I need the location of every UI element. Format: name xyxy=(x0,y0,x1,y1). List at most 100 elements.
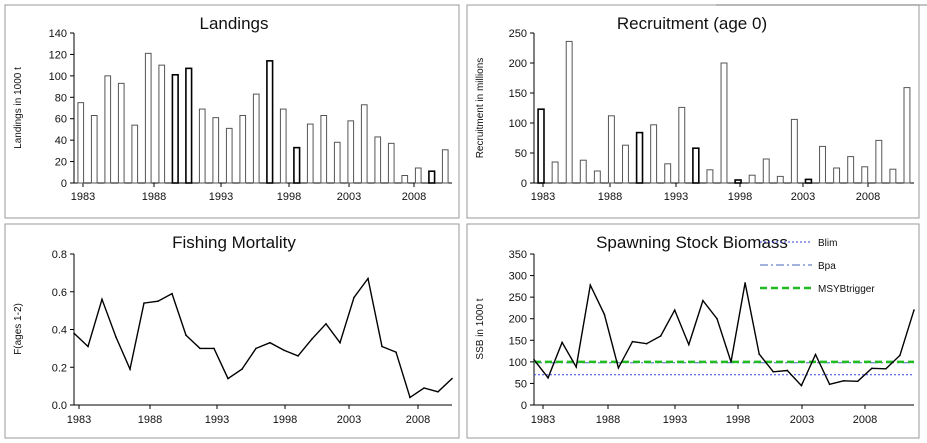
bar-2001 xyxy=(790,118,798,184)
x-tick-label: 1988 xyxy=(598,191,622,203)
bar-1985 xyxy=(104,75,112,184)
panel-frame xyxy=(4,223,460,439)
y-tick-label: 200 xyxy=(509,58,527,70)
bar-1995 xyxy=(706,169,714,184)
bar-1999 xyxy=(293,146,301,184)
bar-2000 xyxy=(306,123,314,184)
data-point-2005 xyxy=(842,380,845,382)
data-point-1998 xyxy=(283,349,285,352)
panel-frame xyxy=(466,4,920,219)
bar-1997 xyxy=(266,60,274,184)
data-point-1993 xyxy=(673,309,676,311)
y-tick-label: 150 xyxy=(509,335,527,347)
data-point-2008 xyxy=(423,387,425,389)
bar-2008 xyxy=(414,167,422,184)
x-tick-label: 1998 xyxy=(726,414,750,426)
bar-1994 xyxy=(692,147,700,184)
bar-1988 xyxy=(607,115,615,184)
x-tick-label: 1988 xyxy=(138,414,162,426)
y-tick-label: 20 xyxy=(55,157,67,169)
data-point-2000 xyxy=(311,338,313,340)
x-tick-label: 1993 xyxy=(209,191,233,203)
data-point-2000 xyxy=(772,370,775,373)
data-point-1984 xyxy=(547,377,549,379)
x-tick-label: 1993 xyxy=(205,414,229,426)
y-tick-label: 250 xyxy=(509,292,527,304)
bar-2009 xyxy=(428,170,436,184)
x-tick-label: 1998 xyxy=(277,191,301,203)
bar-1996 xyxy=(720,62,728,184)
bar-1998 xyxy=(748,174,756,184)
data-point-1991 xyxy=(185,334,187,336)
data-point-2002 xyxy=(800,384,803,387)
panel-fishing-mortality: Fishing Mortality F(ages 1-2) 0.0 0.2 0.4 0.6… xyxy=(4,223,460,439)
bar-2007 xyxy=(401,175,409,184)
y-tick-label: 250 xyxy=(509,28,527,40)
bar-2006 xyxy=(387,142,395,184)
x-tick-label: 1983 xyxy=(67,414,91,426)
bar-1988 xyxy=(144,52,152,184)
y-tick-label: 80 xyxy=(55,92,67,104)
data-point-1991 xyxy=(645,342,648,345)
data-point-1997 xyxy=(730,361,732,363)
y-tick-label: 300 xyxy=(509,271,527,283)
y-tick-label: 0 xyxy=(61,178,67,190)
data-point-2009 xyxy=(437,390,439,393)
bar-2005 xyxy=(847,156,855,184)
data-point-1988 xyxy=(603,313,606,316)
y-tick-label: 150 xyxy=(509,88,527,100)
bar-1993 xyxy=(678,106,686,184)
data-point-2001 xyxy=(325,323,327,325)
data-point-1992 xyxy=(199,347,201,350)
data-point-1995 xyxy=(241,368,243,370)
y-axis-label: SSB in 1000 t xyxy=(475,298,486,359)
y-tick-label: 200 xyxy=(509,314,527,326)
data-point-1985 xyxy=(101,298,103,301)
bar-1991 xyxy=(650,124,658,184)
y-tick-label: 140 xyxy=(49,28,67,40)
data-point-1986 xyxy=(575,366,578,368)
data-point-1993 xyxy=(213,347,215,350)
bar-2010 xyxy=(441,149,449,184)
data-point-2006 xyxy=(856,380,859,383)
data-point-1995 xyxy=(702,299,704,302)
y-tick-label: 0.6 xyxy=(52,287,67,299)
bar-1993 xyxy=(212,117,220,184)
bar-2003 xyxy=(819,145,826,184)
bar-2003 xyxy=(347,120,355,184)
bar-1994 xyxy=(225,127,233,184)
data-point-2006 xyxy=(395,351,397,353)
data-point-1998 xyxy=(744,282,746,284)
legend-label-msybtrigger: MSYBtrigger xyxy=(818,284,875,295)
bar-1983 xyxy=(77,102,85,184)
data-point-1986 xyxy=(115,336,117,338)
y-axis-label: F(ages 1-2) xyxy=(13,303,24,355)
legend-label-bpa: Bpa xyxy=(818,261,836,272)
bar-1984 xyxy=(90,115,98,184)
x-tick-label: 2003 xyxy=(337,191,361,203)
y-tick-label: 50 xyxy=(515,148,527,160)
panel-landings: Landings Landings in 1000 t 0 20 40 60 80 100 12… xyxy=(4,4,460,219)
x-tick-label: 2003 xyxy=(790,414,814,426)
bar-2009 xyxy=(903,87,911,184)
bar-2004 xyxy=(360,104,368,184)
data-point-1996 xyxy=(255,347,257,350)
x-tick-label: 1983 xyxy=(531,414,555,426)
y-tick-label: 50 xyxy=(515,378,527,390)
data-point-1987 xyxy=(129,368,131,370)
x-tick-label: 2008 xyxy=(853,414,877,426)
bar-2002 xyxy=(333,141,341,184)
x-tick-label: 2008 xyxy=(406,414,430,426)
data-point-1983 xyxy=(533,358,535,361)
bar-1990 xyxy=(171,73,179,184)
data-point-2004 xyxy=(367,277,369,280)
bar-1991 xyxy=(185,67,193,184)
bar-1992 xyxy=(664,163,672,184)
data-point-1996 xyxy=(716,317,718,320)
panel-recruitment: Recruitment (age 0) Recruitment in millio… xyxy=(466,4,920,219)
data-point-2009 xyxy=(899,354,901,357)
data-point-2003 xyxy=(353,296,355,299)
bar-1995 xyxy=(239,115,247,184)
bar-1990 xyxy=(635,131,644,184)
